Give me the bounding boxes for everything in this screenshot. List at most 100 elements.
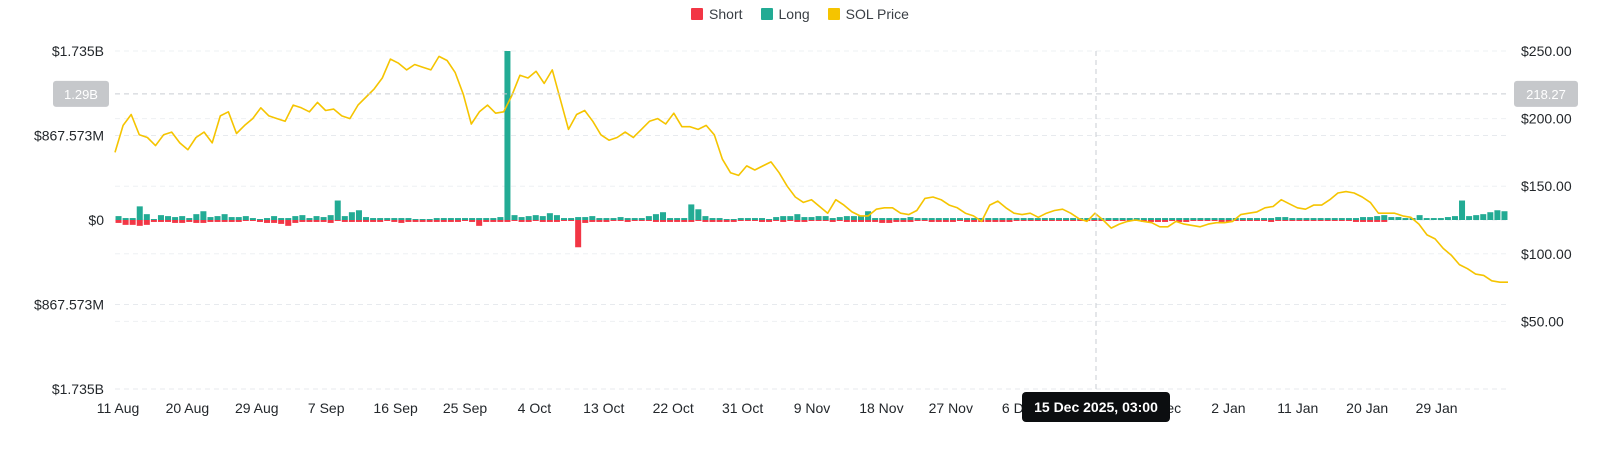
short-bar[interactable] bbox=[1317, 220, 1324, 221]
long-bar[interactable] bbox=[1331, 218, 1338, 220]
long-bar[interactable] bbox=[1013, 218, 1020, 220]
short-bar[interactable] bbox=[1261, 220, 1268, 221]
short-bar[interactable] bbox=[341, 220, 348, 222]
short-bar[interactable] bbox=[1218, 220, 1225, 222]
short-bar[interactable] bbox=[631, 220, 638, 221]
short-bar[interactable] bbox=[603, 220, 610, 222]
short-bar[interactable] bbox=[469, 220, 476, 222]
short-bar[interactable] bbox=[1183, 220, 1190, 222]
short-bar[interactable] bbox=[914, 220, 921, 221]
short-bar[interactable] bbox=[264, 220, 271, 223]
long-bar[interactable] bbox=[1423, 218, 1430, 220]
long-bar[interactable] bbox=[829, 218, 836, 220]
long-bar[interactable] bbox=[914, 218, 921, 220]
long-bar[interactable] bbox=[150, 219, 157, 220]
short-bar[interactable] bbox=[999, 220, 1006, 222]
long-bar[interactable] bbox=[1296, 218, 1303, 220]
long-bar[interactable] bbox=[1459, 200, 1466, 220]
long-bar[interactable] bbox=[971, 218, 978, 220]
short-bar[interactable] bbox=[815, 220, 822, 221]
short-bar[interactable] bbox=[384, 220, 391, 221]
long-bar[interactable] bbox=[568, 218, 575, 220]
long-bar[interactable] bbox=[419, 219, 426, 220]
short-bar[interactable] bbox=[638, 220, 645, 221]
long-bar[interactable] bbox=[235, 217, 242, 220]
long-bar[interactable] bbox=[1501, 211, 1508, 220]
long-bar[interactable] bbox=[242, 216, 249, 220]
short-bar[interactable] bbox=[539, 220, 546, 222]
short-bar[interactable] bbox=[433, 220, 440, 222]
long-bar[interactable] bbox=[921, 218, 928, 220]
long-bar[interactable] bbox=[476, 218, 483, 220]
short-bar[interactable] bbox=[652, 220, 659, 222]
short-bar[interactable] bbox=[971, 220, 978, 222]
long-bar[interactable] bbox=[857, 216, 865, 220]
short-bar[interactable] bbox=[1232, 220, 1239, 221]
short-bar[interactable] bbox=[985, 220, 992, 222]
short-bar[interactable] bbox=[546, 220, 553, 222]
long-bar[interactable] bbox=[978, 218, 985, 220]
short-bar[interactable] bbox=[207, 220, 214, 222]
long-bar[interactable] bbox=[1282, 217, 1289, 220]
long-bar[interactable] bbox=[306, 218, 313, 220]
short-bar[interactable] bbox=[794, 220, 801, 222]
long-bar[interactable] bbox=[129, 218, 136, 220]
short-bar[interactable] bbox=[695, 220, 702, 221]
long-bar[interactable] bbox=[893, 218, 900, 220]
long-bar[interactable] bbox=[709, 218, 716, 220]
long-bar[interactable] bbox=[1140, 218, 1147, 220]
short-bar[interactable] bbox=[886, 220, 893, 223]
long-bar[interactable] bbox=[815, 216, 822, 220]
short-bar[interactable] bbox=[1077, 220, 1084, 221]
short-bar[interactable] bbox=[723, 220, 730, 222]
short-bar[interactable] bbox=[956, 220, 963, 221]
short-bar[interactable] bbox=[921, 220, 928, 221]
short-bar[interactable] bbox=[391, 220, 398, 222]
long-bar[interactable] bbox=[1444, 217, 1451, 220]
short-bar[interactable] bbox=[893, 220, 900, 222]
long-bar[interactable] bbox=[228, 217, 235, 220]
short-bar[interactable] bbox=[730, 220, 737, 222]
long-bar[interactable] bbox=[1020, 218, 1027, 220]
short-bar[interactable] bbox=[553, 220, 560, 222]
long-bar[interactable] bbox=[292, 216, 299, 220]
long-bar[interactable] bbox=[165, 216, 172, 220]
long-bar[interactable] bbox=[285, 218, 292, 220]
long-bar[interactable] bbox=[1055, 218, 1062, 220]
long-bar[interactable] bbox=[1381, 215, 1388, 220]
short-bar[interactable] bbox=[836, 220, 843, 221]
short-bar[interactable] bbox=[1006, 220, 1013, 222]
long-bar[interactable] bbox=[334, 200, 341, 220]
short-bar[interactable] bbox=[412, 220, 419, 222]
long-bar[interactable] bbox=[1367, 217, 1374, 220]
short-bar[interactable] bbox=[1296, 220, 1303, 221]
short-bar[interactable] bbox=[504, 220, 511, 222]
long-bar[interactable] bbox=[1268, 218, 1275, 220]
short-bar[interactable] bbox=[610, 220, 617, 221]
short-bar[interactable] bbox=[313, 220, 320, 222]
short-bar[interactable] bbox=[1105, 220, 1112, 221]
short-bar[interactable] bbox=[278, 220, 285, 224]
short-bar[interactable] bbox=[780, 220, 787, 222]
long-bar[interactable] bbox=[469, 218, 476, 220]
short-bar[interactable] bbox=[624, 220, 631, 222]
short-bar[interactable] bbox=[843, 220, 850, 222]
long-bar[interactable] bbox=[1253, 218, 1260, 220]
short-bar[interactable] bbox=[355, 220, 362, 222]
short-bar[interactable] bbox=[1063, 220, 1070, 221]
long-bar[interactable] bbox=[1317, 218, 1324, 220]
short-bar[interactable] bbox=[744, 220, 751, 221]
long-bar[interactable] bbox=[122, 218, 129, 220]
short-bar[interactable] bbox=[667, 220, 674, 222]
long-bar[interactable] bbox=[1402, 218, 1409, 220]
short-bar[interactable] bbox=[122, 220, 129, 225]
long-bar[interactable] bbox=[624, 218, 631, 220]
long-bar[interactable] bbox=[716, 218, 723, 220]
long-bar[interactable] bbox=[667, 218, 674, 220]
long-bar[interactable] bbox=[822, 216, 829, 220]
long-bar[interactable] bbox=[433, 218, 440, 220]
short-bar[interactable] bbox=[1374, 220, 1381, 222]
long-bar[interactable] bbox=[1466, 216, 1473, 220]
long-bar[interactable] bbox=[214, 216, 221, 220]
short-bar[interactable] bbox=[681, 220, 688, 222]
